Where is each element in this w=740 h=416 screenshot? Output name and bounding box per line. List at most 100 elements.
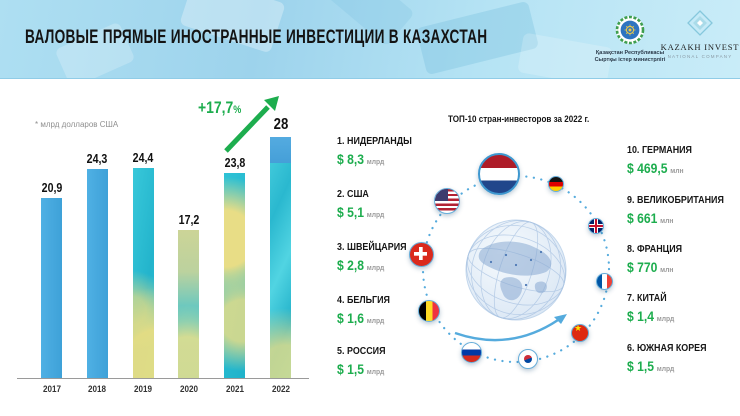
investor-country: 6. ЮЖНАЯ КОРЕЯ bbox=[627, 342, 707, 354]
investor-rank: 5. bbox=[337, 345, 345, 357]
mfa-logo-line1: Қазақстан Республикасы bbox=[595, 50, 665, 56]
investor-country: 2. США bbox=[337, 188, 382, 200]
investor-rank: 4. bbox=[337, 294, 345, 306]
investor-unit: млрд bbox=[656, 314, 675, 323]
investor-country: 1. НИДЕРЛАНДЫ bbox=[337, 135, 412, 147]
investor-rank: 6. bbox=[627, 342, 635, 354]
investor-country-name: ШВЕЙЦАРИЯ bbox=[347, 241, 407, 253]
flag-france-icon bbox=[595, 272, 613, 290]
investor-unit: млн bbox=[670, 166, 684, 175]
bar-value-2022: 28 bbox=[273, 115, 288, 133]
bar-2019 bbox=[132, 167, 154, 378]
investor-country: 4. БЕЛЬГИЯ bbox=[337, 294, 390, 306]
kazakh-invest-diamond-icon bbox=[687, 10, 713, 36]
investor-item-switzerland: 3. ШВЕЙЦАРИЯ $ 2,8 млрд bbox=[337, 241, 419, 275]
growth-percent-sign: % bbox=[233, 104, 242, 116]
investor-unit: млрд bbox=[366, 316, 385, 325]
year-label-2018: 2018 bbox=[88, 384, 107, 394]
growth-value: +17,7 bbox=[198, 98, 234, 117]
investor-amount: $ 1,5 bbox=[627, 359, 655, 374]
flag-china-icon bbox=[571, 324, 589, 342]
investor-country-name: ВЕЛИКОБРИТАНИЯ bbox=[637, 194, 724, 206]
investor-amount: $ 661 bbox=[627, 211, 658, 226]
bar-2018 bbox=[86, 168, 108, 378]
investor-country: 8. ФРАНЦИЯ bbox=[627, 243, 682, 255]
investor-item-china: 7. КИТАЙ $ 1,4 млрд bbox=[627, 292, 680, 326]
investor-amount: $ 1,6 bbox=[337, 311, 365, 326]
investor-unit: млрд bbox=[366, 157, 385, 166]
investor-unit: млн bbox=[660, 216, 674, 225]
investor-value: $ 770 млн bbox=[627, 259, 685, 277]
flag-belgium-icon bbox=[418, 300, 440, 322]
investor-unit: млрд bbox=[366, 367, 385, 376]
investor-value: $ 661 млн bbox=[627, 210, 730, 228]
top10-title: ТОП-10 стран-инвесторов за 2022 г. bbox=[448, 114, 590, 125]
mfa-logo: Қазақстан Республикасы Сыртқы істер мини… bbox=[583, 15, 677, 64]
bar-2022 bbox=[270, 136, 291, 378]
header-banner: ВАЛОВЫЕ ПРЯМЫЕ ИНОСТРАННЫЕ ИНВЕСТИЦИИ В … bbox=[0, 0, 740, 79]
investor-country: 10. ГЕРМАНИЯ bbox=[627, 144, 692, 156]
investor-item-uk: 9. ВЕЛИКОБРИТАНИЯ $ 661 млн bbox=[627, 194, 740, 228]
flag-netherlands-icon bbox=[478, 153, 520, 195]
investor-rank: 3. bbox=[337, 241, 345, 253]
chart-unit-note: * млрд долларов США bbox=[35, 120, 119, 129]
bar-2017 bbox=[41, 197, 62, 378]
mfa-logo-line2: Сыртқы істер министрлігі bbox=[594, 57, 666, 63]
year-label-2021: 2021 bbox=[225, 384, 244, 394]
investor-rank: 9. bbox=[627, 194, 635, 206]
investor-country: 7. КИТАЙ bbox=[627, 292, 672, 304]
bar-value-2019: 24,4 bbox=[132, 150, 154, 165]
investor-unit: млн bbox=[660, 265, 674, 274]
investor-amount: $ 8,3 bbox=[337, 152, 365, 167]
kazakh-invest-logo: KAZAKH INVEST NATIONAL COMPANY bbox=[660, 10, 740, 59]
bar-2021 bbox=[224, 172, 246, 378]
investor-rank: 7. bbox=[627, 292, 635, 304]
investor-item-belgium: 4. БЕЛЬГИЯ $ 1,6 млрд bbox=[337, 294, 399, 328]
investor-country: 5. РОССИЯ bbox=[337, 345, 386, 357]
investor-rank: 10. bbox=[627, 144, 640, 156]
flag-uk-icon bbox=[588, 218, 604, 234]
investor-country-name: КИТАЙ bbox=[637, 292, 667, 304]
investor-rank: 8. bbox=[627, 243, 635, 255]
flag-germany-icon bbox=[548, 176, 564, 192]
bar-value-2020: 17,2 bbox=[178, 212, 200, 227]
investor-rank: 1. bbox=[337, 135, 345, 147]
investor-item-germany: 10. ГЕРМАНИЯ $ 469,5 млн bbox=[627, 144, 703, 178]
investor-country-name: ЮЖНАЯ КОРЕЯ bbox=[637, 342, 707, 354]
kazakh-invest-subtitle: NATIONAL COMPANY bbox=[667, 54, 733, 59]
investor-value: $ 1,5 млрд bbox=[337, 361, 388, 379]
flag-south-korea-icon bbox=[518, 349, 538, 369]
investor-rank: 2. bbox=[337, 188, 345, 200]
investor-item-russia: 5. РОССИЯ $ 1,5 млрд bbox=[337, 345, 394, 379]
investor-country-name: США bbox=[347, 188, 369, 200]
investor-country: 3. ШВЕЙЦАРИЯ bbox=[337, 241, 407, 253]
investor-amount: $ 770 bbox=[627, 260, 658, 275]
mfa-emblem-icon bbox=[615, 15, 645, 45]
investor-country: 9. ВЕЛИКОБРИТАНИЯ bbox=[627, 194, 724, 206]
swoosh-arrow-icon bbox=[454, 314, 567, 342]
investor-amount: $ 469,5 bbox=[627, 161, 668, 176]
year-label-2017: 2017 bbox=[42, 384, 61, 394]
investor-item-france: 8. ФРАНЦИЯ $ 770 млн bbox=[627, 243, 692, 277]
bar-value-2021: 23,8 bbox=[224, 155, 246, 170]
investor-unit: млрд bbox=[656, 364, 675, 373]
investor-country-name: НИДЕРЛАНДЫ bbox=[347, 135, 412, 147]
investor-value: $ 5,1 млрд bbox=[337, 204, 384, 222]
investor-item-netherlands: 1. НИДЕРЛАНДЫ $ 8,3 млрд bbox=[337, 135, 425, 169]
investor-value: $ 8,3 млрд bbox=[337, 151, 416, 169]
bar-2020 bbox=[178, 229, 200, 378]
growth-annotation: +17,7% bbox=[198, 98, 241, 118]
page-title: ВАЛОВЫЕ ПРЯМЫЕ ИНОСТРАННЫЕ ИНВЕСТИЦИИ В … bbox=[25, 26, 488, 48]
investor-value: $ 1,6 млрд bbox=[337, 310, 393, 328]
investor-country-name: ГЕРМАНИЯ bbox=[641, 144, 692, 156]
investor-item-south-korea: 6. ЮЖНАЯ КОРЕЯ $ 1,5 млрд bbox=[627, 342, 721, 376]
year-label-2022: 2022 bbox=[271, 384, 290, 394]
investor-value: $ 469,5 млн bbox=[627, 160, 696, 178]
investor-value: $ 1,5 млрд bbox=[627, 358, 711, 376]
investor-value: $ 2,8 млрд bbox=[337, 257, 411, 275]
flag-russia-icon bbox=[460, 341, 482, 363]
investor-unit: млрд bbox=[366, 263, 385, 272]
year-label-2020: 2020 bbox=[179, 384, 198, 394]
investor-amount: $ 1,4 bbox=[627, 309, 655, 324]
